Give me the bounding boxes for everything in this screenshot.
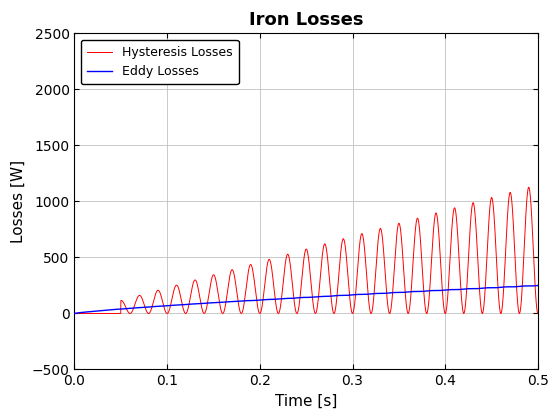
Line: Hysteresis Losses: Hysteresis Losses — [74, 187, 538, 313]
Hysteresis Losses — [525, 185, 532, 190]
Eddy Losses — [71, 311, 78, 316]
Hysteresis Losses — [351, 300, 358, 305]
Eddy Losses — [351, 292, 358, 297]
Legend: Hysteresis Losses, Eddy Losses: Hysteresis Losses, Eddy Losses — [81, 40, 239, 84]
Hysteresis Losses — [368, 309, 375, 314]
X-axis label: Time [s]: Time [s] — [275, 394, 337, 409]
Hysteresis Losses — [186, 297, 193, 302]
Hysteresis Losses — [71, 311, 78, 316]
Y-axis label: Losses [W]: Losses [W] — [11, 160, 26, 243]
Title: Iron Losses: Iron Losses — [249, 11, 363, 29]
Eddy Losses — [186, 302, 193, 307]
Hysteresis Losses — [505, 207, 511, 212]
Eddy Losses — [290, 296, 297, 301]
Eddy Losses — [403, 290, 410, 295]
Hysteresis Losses — [403, 302, 410, 307]
Hysteresis Losses — [535, 311, 542, 316]
Eddy Losses — [368, 291, 375, 297]
Eddy Losses — [535, 283, 542, 288]
Eddy Losses — [505, 284, 511, 289]
Line: Eddy Losses: Eddy Losses — [74, 286, 538, 313]
Hysteresis Losses — [290, 294, 297, 299]
